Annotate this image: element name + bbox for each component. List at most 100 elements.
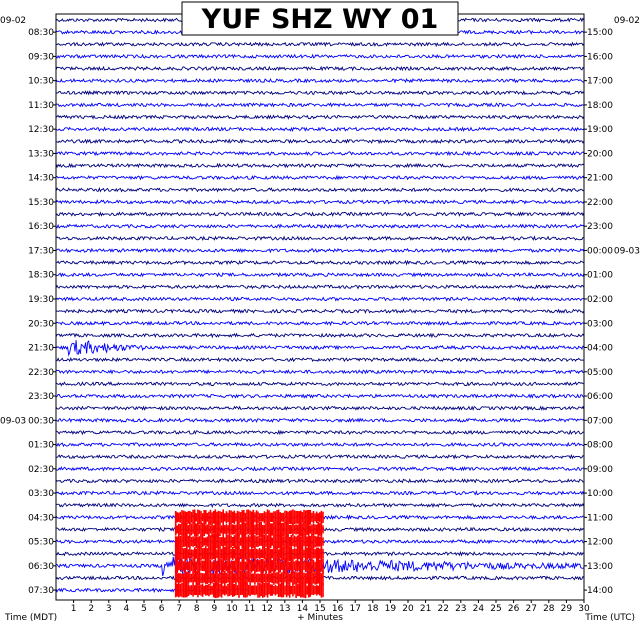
x-tick-label: 9 — [212, 604, 218, 614]
trace-row-21 — [56, 271, 585, 278]
trace-row-14 — [55, 186, 585, 193]
x-tick-label: 1 — [71, 604, 77, 614]
trace-row-19 — [55, 247, 585, 254]
right-date-label: 09-02 — [614, 16, 640, 26]
trace-row-7 — [55, 102, 584, 108]
trace-row-8 — [55, 114, 585, 120]
right-time-label: 09:00 — [587, 465, 613, 475]
title-box — [181, 1, 459, 36]
left-time-label: 10:30 — [28, 77, 54, 87]
trace-row-10 — [55, 138, 585, 145]
x-tick-label: 27 — [525, 604, 536, 614]
left-time-label: 13:30 — [28, 149, 54, 159]
trace-row-18 — [55, 235, 585, 242]
right-time-label: 12:00 — [587, 538, 613, 548]
right-time-label: 13:00 — [587, 562, 613, 572]
left-time-label: 11:30 — [28, 101, 54, 111]
x-tick-label: 11 — [244, 604, 255, 614]
left-time-label: 01:30 — [28, 441, 54, 451]
x-tick-label: 23 — [455, 604, 466, 614]
trace-row-33 — [55, 417, 585, 424]
x-tick-label: 13 — [279, 604, 290, 614]
clip-group — [174, 509, 324, 599]
trace-group — [55, 17, 585, 593]
trace-row-30 — [55, 381, 585, 387]
left-time-label: 05:30 — [28, 538, 54, 548]
x-tick-label: 8 — [194, 604, 200, 614]
x-tick-label: 28 — [543, 604, 555, 614]
trace-row-23 — [55, 296, 585, 302]
left-time-label: 18:30 — [28, 271, 54, 281]
left-time-label: 08:30 — [28, 28, 54, 38]
left-time-label: 22:30 — [28, 368, 54, 378]
trace-row-40 — [55, 502, 585, 509]
clipped-band-row-41 — [174, 509, 324, 526]
trace-row-32 — [55, 405, 585, 411]
left-time-label: 14:30 — [28, 174, 54, 184]
trace-row-28 — [55, 356, 585, 363]
left-time-label: 19:30 — [28, 295, 54, 305]
right-time-label: 06:00 — [587, 392, 613, 402]
right-time-label: 14:00 — [587, 586, 613, 596]
x-tick-label: 26 — [508, 604, 520, 614]
trace-row-38 — [55, 478, 585, 484]
x-tick-label: 2 — [88, 604, 94, 614]
left-time-label: 23:30 — [28, 392, 54, 402]
x-tick-label: 25 — [490, 604, 501, 614]
x-tick-label: 12 — [261, 604, 272, 614]
right-time-label: 00:00 — [587, 246, 613, 256]
right-time-label: 20:00 — [587, 149, 613, 159]
x-axis: 1 2 3 4 5 6 7 8 9 10 11 12 13 14 15 16 17 18 19 20 21 22 23 24 2… — [71, 600, 590, 614]
left-time-label: 02:30 — [28, 465, 54, 475]
left-axis-caption: Time (MDT) — [4, 613, 57, 623]
trace-row-35 — [55, 441, 584, 448]
left-time-label: 20:30 — [28, 319, 54, 329]
right-time-label: 17:00 — [587, 77, 613, 87]
x-tick-label: 21 — [420, 604, 431, 614]
right-time-label: 01:00 — [587, 271, 613, 281]
trace-row-37 — [55, 466, 585, 472]
x-tick-label: 6 — [159, 604, 165, 614]
trace-row-15 — [55, 199, 585, 205]
trace-row-25 — [55, 320, 585, 327]
x-tick-label: 5 — [141, 604, 147, 614]
chart-title: YUF SHZ WY 01 — [181, 1, 459, 36]
trace-row-11 — [55, 150, 585, 157]
right-time-label: 15:00 — [587, 28, 613, 38]
right-time-label: 19:00 — [587, 125, 613, 135]
right-time-label: 03:00 — [587, 319, 613, 329]
left-time-label: 07:30 — [28, 586, 54, 596]
x-tick-label: 19 — [385, 604, 397, 614]
right-time-label: 02:00 — [587, 295, 613, 305]
left-time-label: 12:30 — [28, 125, 54, 135]
trace-row-34 — [55, 429, 585, 436]
right-time-label: 05:00 — [587, 368, 613, 378]
trace-row-20 — [55, 259, 585, 266]
trace-row-17 — [55, 223, 585, 229]
trace-row-9 — [55, 126, 585, 133]
x-tick-label: 29 — [561, 604, 573, 614]
title-text: YUF SHZ WY 01 — [201, 4, 439, 35]
left-time-label: 15:30 — [28, 198, 54, 208]
x-tick-label: 15 — [314, 604, 325, 614]
trace-row-24 — [55, 308, 585, 314]
left-time-label: 16:30 — [28, 222, 54, 232]
left-time-label: 17:30 — [28, 246, 54, 256]
clipped-band-row-42 — [174, 521, 324, 538]
x-tick-label: 24 — [473, 604, 485, 614]
right-time-label: 07:00 — [587, 416, 613, 426]
trace-row-26 — [55, 332, 585, 339]
trace-row-36 — [55, 453, 585, 460]
x-tick-label: 22 — [437, 604, 448, 614]
left-time-label: 03:30 — [28, 489, 54, 499]
right-time-label: 21:00 — [587, 174, 613, 184]
trace-row-4 — [55, 65, 585, 72]
left-time-label: 04:30 — [28, 513, 54, 523]
right-time-axis: 15:00 16:00 17:00 18:00 19:00 20:00 21:00 22:00… — [584, 16, 640, 596]
trace-row-2 — [55, 41, 585, 48]
clipped-band-row-45 — [174, 557, 324, 574]
trace-row-27 — [55, 340, 585, 357]
x-tick-label: 18 — [367, 604, 379, 614]
left-time-label: 00:30 — [28, 416, 54, 426]
right-time-label: 10:00 — [587, 489, 613, 499]
